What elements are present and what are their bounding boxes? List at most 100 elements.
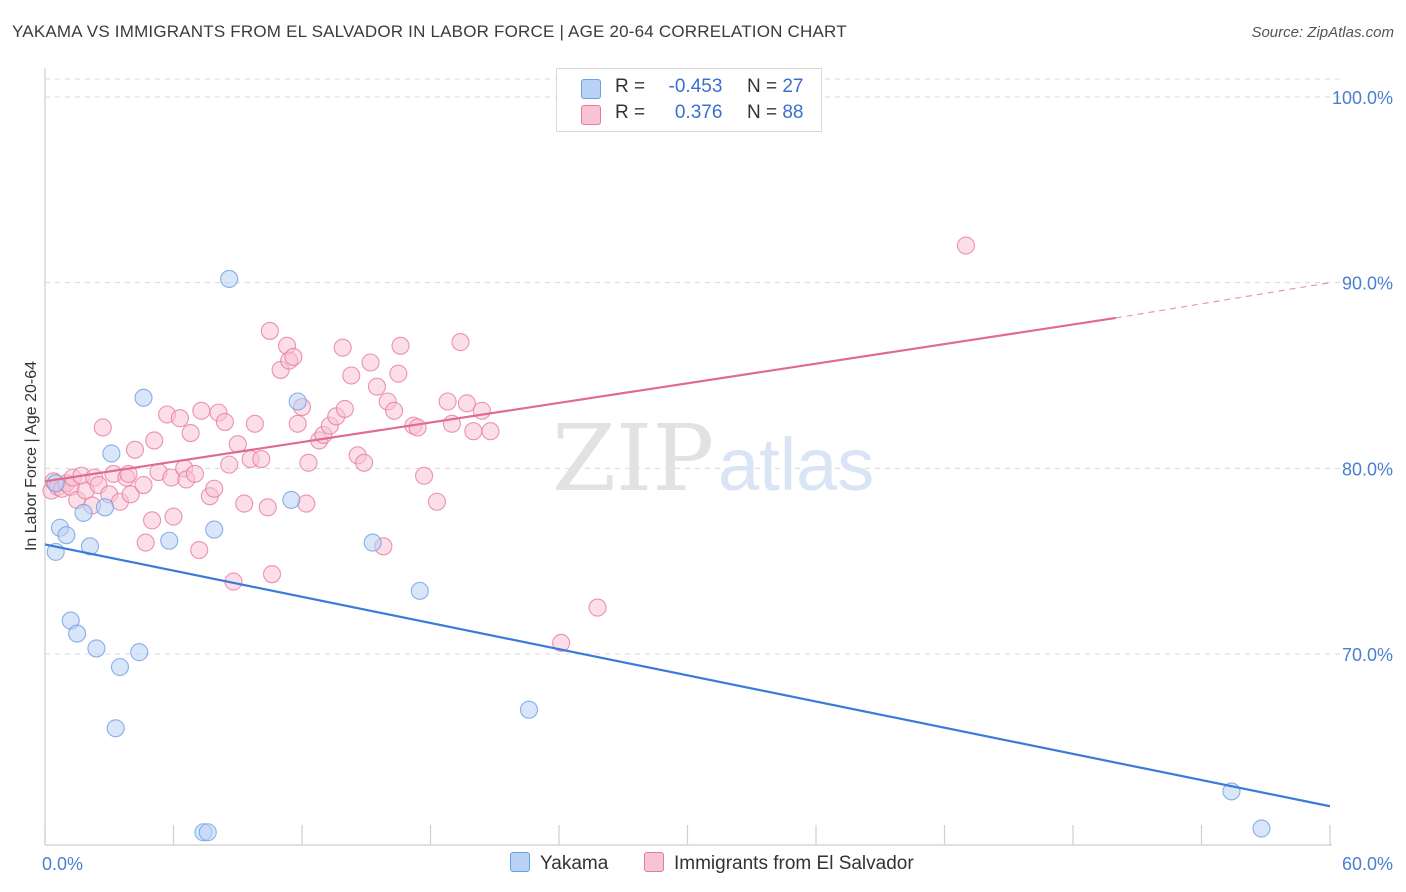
- y-tick-label-90: 90.0%: [1342, 274, 1393, 294]
- point-el-salvador-73: [391, 336, 410, 355]
- point-el-salvador-66: [355, 453, 374, 472]
- point-yakama-8: [87, 639, 106, 658]
- point-el-salvador-68: [367, 377, 387, 396]
- point-yakama-15: [160, 531, 179, 550]
- point-el-salvador-75: [408, 418, 427, 437]
- point-yakama-0: [46, 474, 65, 493]
- point-el-salvador-84: [481, 422, 500, 441]
- bottom-legend-swatch-yakama: [510, 852, 530, 872]
- point-el-salvador-64: [342, 366, 361, 385]
- y-tick-label-100: 100.0%: [1332, 88, 1393, 108]
- point-el-salvador-47: [258, 498, 277, 517]
- point-el-salvador-67: [361, 353, 380, 372]
- point-yakama-3: [57, 526, 76, 545]
- point-el-salvador-49: [262, 565, 282, 584]
- point-yakama-22: [363, 533, 382, 552]
- point-el-salvador-19: [121, 485, 140, 504]
- point-yakama-21: [288, 392, 307, 411]
- point-el-salvador-46: [252, 449, 271, 469]
- point-el-salvador-78: [438, 392, 457, 411]
- legend-n-value-yakama: 27: [782, 76, 804, 97]
- tick-labels: 100.0% 90.0% 80.0% 70.0% 0.0% 60.0%: [42, 88, 1393, 874]
- legend-swatch-el-salvador: [581, 105, 601, 125]
- point-el-salvador-76: [415, 466, 434, 485]
- point-yakama-7: [80, 537, 100, 556]
- trend-lines: [44, 282, 1331, 808]
- point-el-salvador-20: [125, 440, 144, 459]
- point-el-salvador-39: [215, 412, 234, 431]
- legend: R = -0.453 N = 27 R = 0.376 N = 88: [556, 68, 822, 132]
- point-el-salvador-54: [288, 414, 307, 433]
- point-el-salvador-48: [260, 321, 279, 340]
- bottom-legend-label-yakama: Yakama: [540, 853, 609, 874]
- point-el-salvador-29: [170, 409, 189, 428]
- point-el-salvador-34: [190, 540, 209, 560]
- scatter-points: [42, 236, 1271, 842]
- point-yakama-14: [134, 388, 153, 407]
- legend-r-value-yakama: -0.453: [668, 76, 723, 97]
- point-yakama-10: [102, 444, 121, 463]
- trend-line-el-salvador-extension: [1115, 282, 1331, 319]
- watermark: ZIP atlas: [552, 405, 874, 512]
- point-el-salvador-21: [134, 475, 153, 495]
- point-yakama-6: [74, 503, 93, 522]
- point-yakama-17: [198, 823, 217, 842]
- point-yakama-12: [106, 719, 125, 738]
- point-yakama-24: [519, 700, 539, 719]
- point-el-salvador-28: [164, 507, 183, 526]
- point-el-salvador-43: [235, 494, 254, 513]
- watermark-atlas: atlas: [718, 423, 874, 506]
- bottom-legend-yakama: Yakama: [510, 852, 608, 876]
- legend-n-label: N =: [746, 102, 778, 123]
- point-el-salvador-87: [956, 236, 975, 255]
- point-el-salvador-45: [245, 414, 264, 433]
- point-el-salvador-62: [333, 338, 352, 357]
- bottom-legend-label-el-salvador: Immigrants from El Salvador: [674, 853, 914, 874]
- point-yakama-11: [110, 657, 130, 677]
- trend-line-yakama: [44, 543, 1331, 808]
- legend-r-label: R =: [615, 102, 646, 123]
- point-el-salvador-57: [299, 453, 318, 472]
- point-yakama-5: [68, 624, 87, 643]
- point-yakama-9: [95, 498, 115, 517]
- point-el-salvador-35: [192, 401, 211, 420]
- gridlines: [45, 78, 1342, 655]
- point-yakama-20: [282, 490, 301, 509]
- point-el-salvador-40: [220, 455, 239, 474]
- point-el-salvador-82: [464, 422, 483, 441]
- legend-n-value-el-salvador: 88: [782, 102, 804, 123]
- legend-n-label: N =: [746, 76, 778, 97]
- point-el-salvador-71: [385, 401, 404, 420]
- point-el-salvador-81: [457, 394, 476, 413]
- bottom-legend-swatch-el-salvador: [644, 852, 664, 872]
- point-el-salvador-13: [93, 418, 112, 437]
- point-el-salvador-72: [389, 364, 408, 383]
- trend-line-el-salvador: [44, 316, 1116, 483]
- watermark-zip: ZIP: [552, 405, 714, 512]
- legend-r-value-el-salvador: 0.376: [674, 102, 723, 123]
- y-tick-label-80: 80.0%: [1342, 459, 1393, 479]
- point-el-salvador-86: [588, 598, 607, 617]
- point-el-salvador-80: [451, 333, 470, 352]
- point-yakama-13: [130, 643, 149, 662]
- point-el-salvador-22: [136, 533, 155, 552]
- source-credit: Source: ZipAtlas.com: [1251, 24, 1394, 41]
- point-el-salvador-24: [145, 431, 164, 450]
- point-el-salvador-83: [472, 401, 491, 420]
- point-el-salvador-23: [143, 511, 162, 530]
- point-el-salvador-37: [205, 479, 224, 498]
- point-el-salvador-85: [552, 633, 571, 652]
- point-el-salvador-56: [297, 494, 316, 513]
- point-el-salvador-63: [335, 399, 354, 418]
- x-tick-label-max: 60.0%: [1342, 854, 1393, 874]
- point-yakama-23: [410, 581, 429, 600]
- point-el-salvador-33: [185, 464, 204, 483]
- x-tick-label-min: 0.0%: [42, 854, 83, 874]
- point-yakama-19: [220, 269, 239, 289]
- point-el-salvador-53: [284, 347, 303, 366]
- y-axis-label: In Labor Force | Age 20-64: [23, 361, 40, 551]
- chart-title: YAKAMA VS IMMIGRANTS FROM EL SALVADOR IN…: [12, 22, 847, 41]
- legend-swatch-yakama: [581, 79, 601, 99]
- legend-r-label: R =: [615, 76, 646, 97]
